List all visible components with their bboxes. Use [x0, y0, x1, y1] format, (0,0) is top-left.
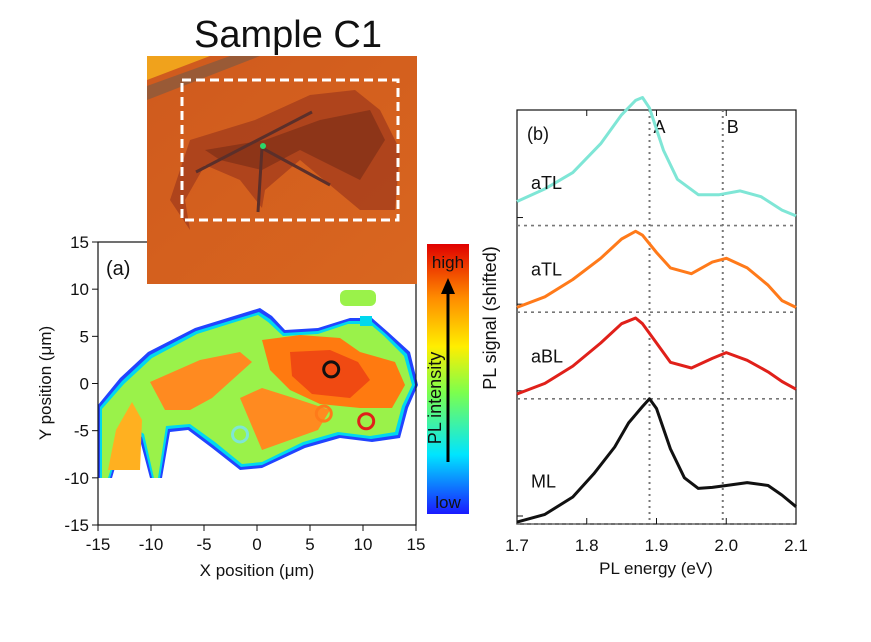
panel-a-label: (a) — [106, 258, 130, 280]
measurement-marker — [231, 425, 250, 444]
panel-b-ylabel: PL signal (shifted) — [480, 246, 500, 389]
colorbar-low-label: low — [435, 493, 461, 512]
micrograph-crack — [256, 147, 264, 213]
x-tick-label: 1.8 — [575, 536, 599, 555]
micrograph-crack — [195, 110, 313, 174]
y-tick-label: -10 — [64, 469, 89, 488]
series-label: aBL — [531, 346, 563, 366]
spectrum-line — [516, 229, 797, 309]
micrograph-flake-dark — [205, 110, 385, 180]
heatmap-hottest-region — [290, 350, 370, 398]
spectrum-line — [516, 316, 797, 396]
colorbar-arrow-head — [441, 278, 455, 294]
x-tick-label: 2.0 — [714, 536, 738, 555]
colorbar-high-label: high — [432, 253, 464, 272]
scan-area-box — [180, 78, 400, 222]
panel-b-tick-labels: 1.7 1.8 1.9 2.0 2.1 — [505, 536, 808, 555]
panel-a-markers — [231, 360, 376, 444]
heatmap-patch — [360, 316, 372, 326]
y-tick-label: -15 — [64, 516, 89, 535]
panel-b-label: (b) — [527, 124, 549, 144]
series-label: ML — [531, 471, 556, 491]
panel-b-series — [516, 96, 797, 524]
figure-title: Sample C1 — [194, 14, 382, 56]
x-tick-label: -15 — [86, 535, 111, 554]
colorbar: high low PL intensity — [425, 244, 469, 514]
panel-b-xlabel: PL energy (eV) — [599, 559, 713, 578]
heatmap-patch — [340, 290, 376, 306]
measurement-marker — [322, 360, 341, 379]
panel-a-ylabel: Y position (μm) — [36, 326, 55, 440]
measurement-marker — [314, 404, 333, 423]
x-tick-label: 15 — [407, 535, 426, 554]
x-tick-label: 2.1 — [784, 536, 808, 555]
spectrum-line — [516, 397, 797, 524]
x-tick-label: 10 — [354, 535, 373, 554]
heatmap-hot-region — [150, 352, 252, 410]
heatmap-image — [98, 290, 418, 478]
panel-b-series-labels: aTL aTL aBL ML — [531, 173, 563, 491]
heatmap-warm-region — [108, 402, 142, 470]
optical-micrograph — [147, 56, 417, 284]
micrograph-edge — [147, 56, 260, 100]
heatmap-hot-region — [240, 388, 330, 450]
y-tick-label: 10 — [70, 280, 89, 299]
spectrum-line — [516, 96, 797, 218]
panel-a-ticks — [92, 241, 417, 531]
panel-a-map: -15 -10 -5 0 5 10 15 -15 -10 -5 0 5 10 15 (a) X posit… — [36, 233, 425, 580]
micrograph-crack — [261, 146, 331, 187]
series-label: aTL — [531, 173, 562, 193]
y-tick-label: 15 — [70, 233, 89, 252]
x-tick-label: 1.9 — [645, 536, 669, 555]
x-tick-label: -5 — [196, 535, 211, 554]
measurement-marker — [357, 412, 376, 431]
reference-line-label: B — [727, 117, 739, 137]
panel-b-baselines — [517, 224, 796, 525]
micrograph-green-spot — [260, 143, 266, 149]
y-tick-label: 0 — [80, 375, 89, 394]
micrograph-corner-region — [147, 56, 210, 80]
x-tick-label: -10 — [139, 535, 164, 554]
y-tick-label: 5 — [80, 327, 89, 346]
y-tick-label: -5 — [74, 422, 89, 441]
colorbar-label: PL intensity — [425, 352, 445, 444]
x-tick-label: 1.7 — [505, 536, 529, 555]
series-label: aTL — [531, 260, 562, 280]
x-tick-label: 5 — [305, 535, 314, 554]
panel-a-xlabel: X position (μm) — [200, 561, 315, 580]
x-tick-label: 0 — [252, 535, 261, 554]
panel-a-tick-labels: -15 -10 -5 0 5 10 15 -15 -10 -5 0 5 10 15 — [64, 233, 425, 554]
